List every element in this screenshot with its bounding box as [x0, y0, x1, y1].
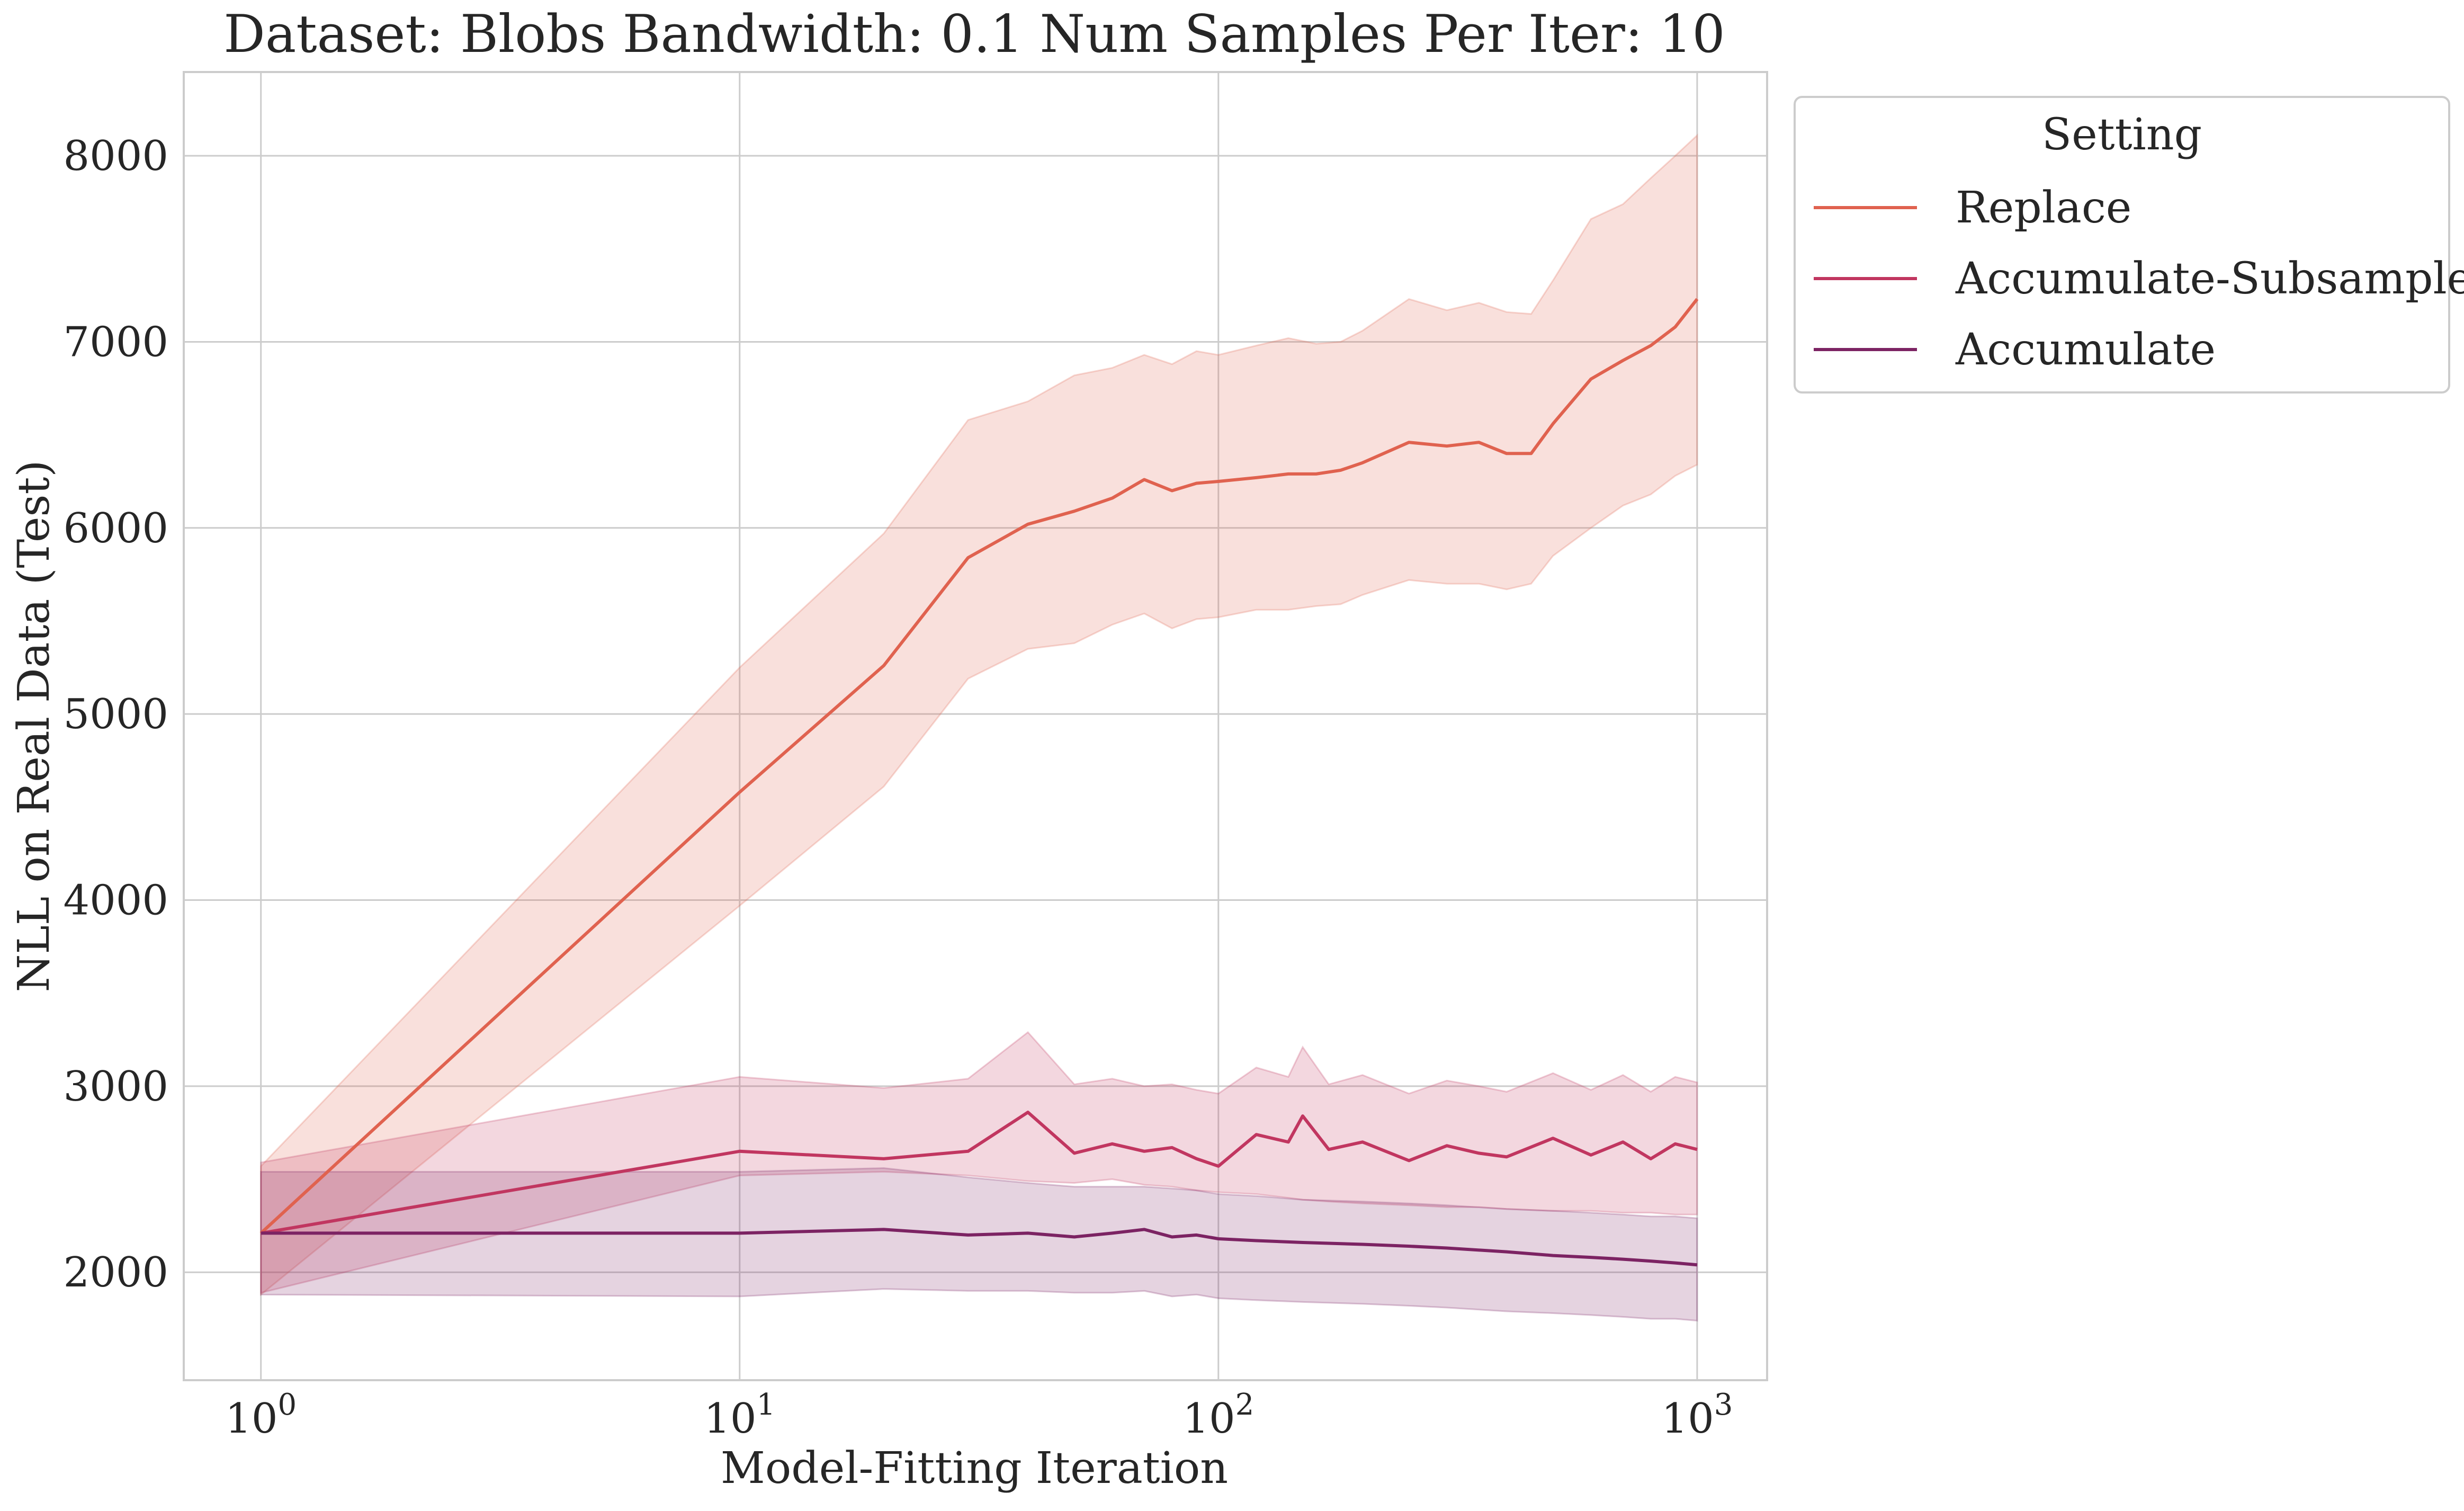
- band-replace: [260, 133, 1698, 1297]
- y-tick-label-6: 8000: [63, 132, 168, 180]
- y-axis-title: NLL on Real Data (Test): [9, 460, 59, 993]
- series-lines: [259, 298, 1699, 1267]
- y-tick-labels: 2000 3000 4000 5000 6000 7000 8000: [63, 132, 168, 1297]
- legend-label-accumulate-subsample: Accumulate-Subsample: [1955, 254, 2464, 304]
- band-accumulate: [260, 1167, 1698, 1322]
- legend: Setting Replace Accumulate-Subsample Accum…: [1794, 96, 2464, 394]
- legend-title: Setting: [2042, 110, 2202, 160]
- legend-box: [1794, 96, 2450, 394]
- x-axis-title: Model-Fitting Iteration: [721, 1443, 1228, 1494]
- x-tick-labels: 100 101 102 103: [225, 1388, 1733, 1443]
- y-tick-label-5: 7000: [63, 318, 168, 366]
- line-accumulate: [261, 1228, 1698, 1267]
- plot-frame: [183, 71, 1768, 1381]
- x-tick-label-0: 100: [225, 1388, 297, 1443]
- x-tick-label-1: 101: [704, 1388, 775, 1443]
- y-tick-label-0: 2000: [63, 1249, 168, 1297]
- grid: [184, 72, 1767, 1380]
- line-accumulate-subsample: [261, 1111, 1698, 1235]
- legend-label-accumulate: Accumulate: [1955, 325, 2216, 375]
- legend-label-replace: Replace: [1956, 183, 2131, 233]
- y-tick-label-2: 4000: [63, 877, 168, 925]
- y-tick-label-4: 6000: [63, 505, 168, 552]
- chart-title: Dataset: Blobs Bandwidth: 0.1 Num Sample…: [223, 4, 1725, 65]
- x-tick-label-3: 103: [1661, 1388, 1733, 1443]
- band-accumulate-subsample: [260, 1031, 1698, 1294]
- line-replace: [259, 298, 1699, 1235]
- y-tick-label-1: 3000: [63, 1063, 168, 1111]
- y-tick-label-3: 5000: [63, 691, 168, 738]
- legend-items: Replace Accumulate-Subsample Accumulate: [1814, 183, 2464, 375]
- x-tick-label-2: 102: [1182, 1388, 1254, 1443]
- confidence-bands: [260, 133, 1698, 1322]
